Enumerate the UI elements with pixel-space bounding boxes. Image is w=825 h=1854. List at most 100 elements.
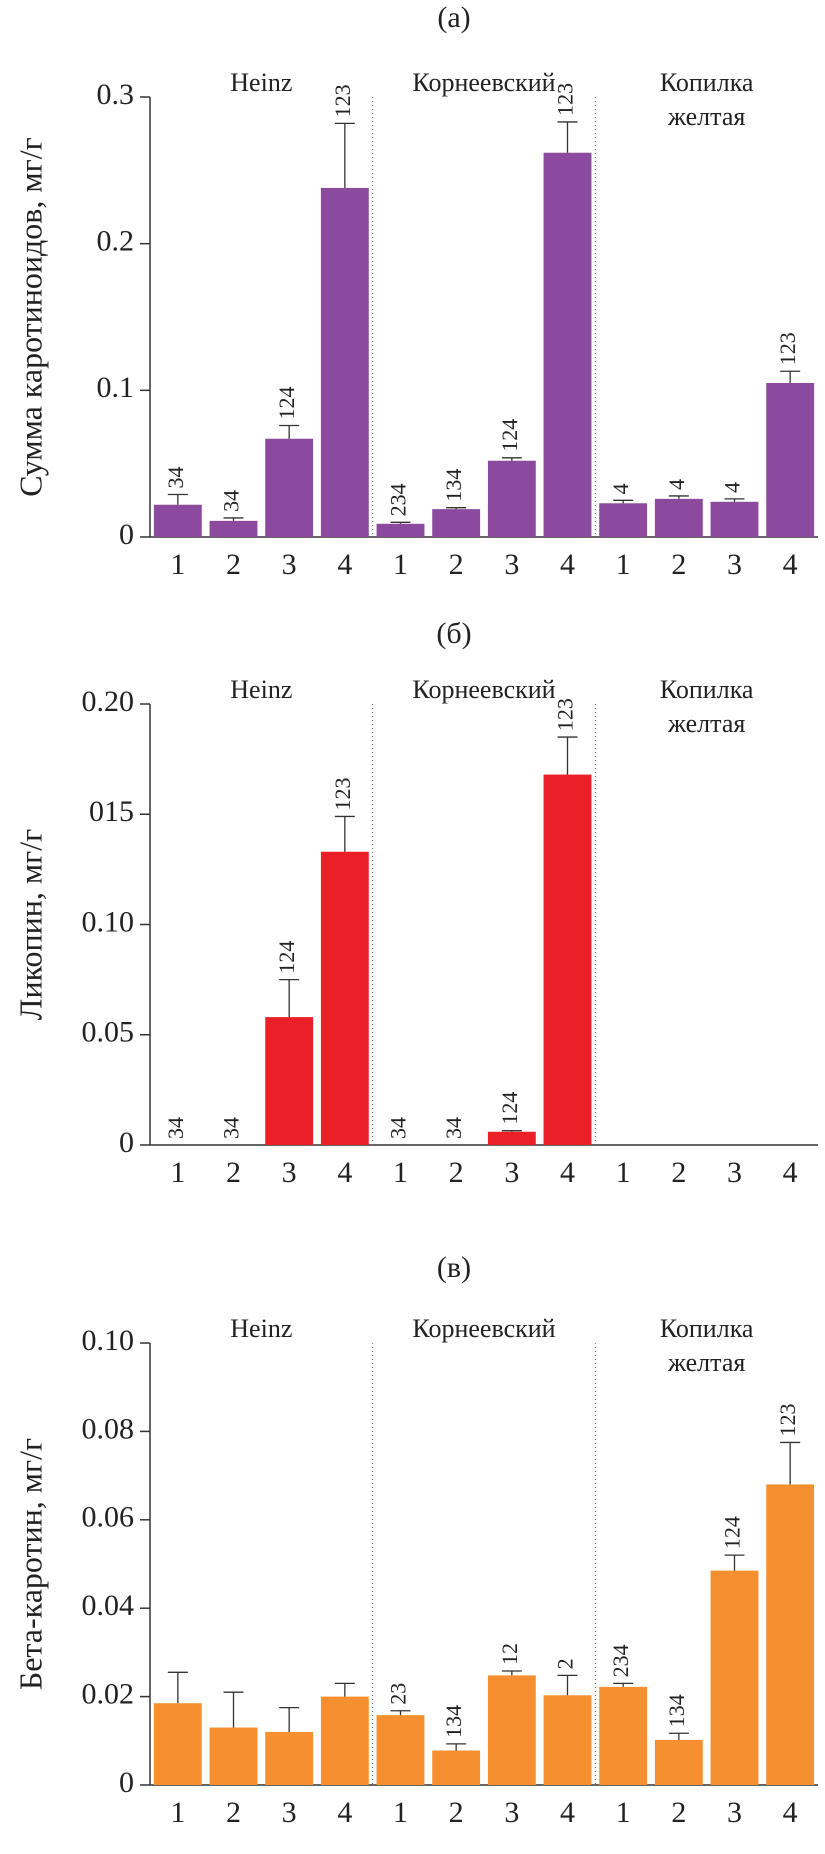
- x-tick-label: 4: [560, 548, 575, 581]
- x-tick-label: 3: [282, 548, 297, 581]
- group-label: Heinz: [230, 675, 292, 704]
- x-tick-label: 2: [671, 1156, 686, 1189]
- group-label: Копилка: [660, 68, 754, 97]
- significance-label: 2: [553, 1658, 578, 1669]
- y-tick-label: 0: [119, 1766, 134, 1799]
- significance-label: 34: [163, 1117, 188, 1139]
- bar: [766, 1484, 815, 1785]
- bar: [487, 1675, 536, 1785]
- x-tick-label: 1: [616, 548, 631, 581]
- group-label: Heinz: [230, 1314, 292, 1343]
- significance-label: 124: [497, 419, 522, 452]
- x-tick-label: 4: [560, 1156, 575, 1189]
- bar: [320, 851, 369, 1145]
- x-tick-label: 1: [393, 1156, 408, 1189]
- bar: [766, 383, 815, 537]
- significance-label: 4: [720, 482, 745, 493]
- bar: [599, 503, 648, 537]
- panel-title: (б): [436, 617, 471, 650]
- x-tick-label: 3: [282, 1796, 297, 1829]
- panel-title: (в): [437, 1251, 471, 1284]
- bar: [376, 1715, 425, 1785]
- significance-label: 134: [441, 1705, 466, 1738]
- x-tick-label: 2: [449, 1796, 464, 1829]
- y-tick-label: 0.2: [97, 225, 135, 258]
- significance-label: 134: [441, 469, 466, 502]
- bar: [543, 152, 592, 537]
- significance-label: 234: [608, 1644, 633, 1677]
- x-tick-label: 4: [337, 1156, 352, 1189]
- significance-label: 123: [775, 332, 800, 365]
- bar: [654, 498, 703, 537]
- y-axis-label: Бета-каротин, мг/г: [12, 1438, 48, 1690]
- x-tick-label: 4: [783, 548, 798, 581]
- bar: [265, 1017, 314, 1145]
- y-tick-label: 0.05: [82, 1016, 135, 1049]
- x-tick-label: 1: [616, 1796, 631, 1829]
- group-label: Корнеевский: [412, 68, 555, 97]
- x-tick-label: 1: [170, 1156, 185, 1189]
- bar: [432, 509, 481, 537]
- y-axis-label: Ликопин, мг/г: [12, 829, 48, 1021]
- group-label: Heinz: [230, 68, 292, 97]
- bar: [209, 520, 258, 537]
- x-tick-label: 3: [504, 1156, 519, 1189]
- bar: [599, 1686, 648, 1785]
- significance-label: 124: [497, 1092, 522, 1125]
- x-tick-label: 4: [337, 1796, 352, 1829]
- significance-label: 124: [274, 387, 299, 420]
- bar: [543, 774, 592, 1145]
- bar: [487, 460, 536, 537]
- y-tick-label: 0.20: [82, 685, 135, 718]
- x-tick-label: 3: [504, 548, 519, 581]
- significance-label: 12: [497, 1643, 522, 1665]
- bar: [432, 1750, 481, 1785]
- y-tick-label: 0.06: [82, 1501, 135, 1534]
- significance-label: 4: [664, 479, 689, 490]
- x-tick-label: 3: [727, 548, 742, 581]
- y-tick-label: 0.10: [82, 905, 135, 938]
- bar: [153, 1703, 202, 1785]
- significance-label: 234: [386, 483, 411, 516]
- y-tick-label: 0.1: [97, 371, 135, 404]
- y-tick-label: 0.08: [82, 1412, 135, 1445]
- x-tick-label: 4: [337, 548, 352, 581]
- significance-label: 34: [386, 1117, 411, 1139]
- significance-label: 34: [219, 490, 244, 512]
- significance-label: 134: [664, 1694, 689, 1727]
- x-tick-label: 4: [560, 1796, 575, 1829]
- x-tick-label: 1: [393, 1796, 408, 1829]
- bar: [543, 1695, 592, 1785]
- group-label: Корнеевский: [412, 1314, 555, 1343]
- y-tick-label: 0: [119, 518, 134, 551]
- significance-label: 124: [274, 941, 299, 974]
- group-label: Копилка: [660, 1314, 754, 1343]
- group-label: желтая: [667, 1348, 745, 1377]
- significance-label: 23: [386, 1683, 411, 1705]
- x-tick-label: 2: [226, 1796, 241, 1829]
- x-tick-label: 3: [282, 1156, 297, 1189]
- y-tick-label: 0.04: [82, 1589, 135, 1622]
- significance-label: 34: [163, 466, 188, 488]
- x-tick-label: 1: [393, 548, 408, 581]
- significance-label: 123: [330, 84, 355, 117]
- bar: [710, 501, 759, 537]
- significance-label: 123: [775, 1403, 800, 1436]
- significance-label: 34: [219, 1117, 244, 1139]
- group-label: желтая: [667, 709, 745, 738]
- y-tick-label: 0.02: [82, 1677, 135, 1710]
- x-tick-label: 2: [449, 1156, 464, 1189]
- y-tick-label: 015: [89, 795, 134, 828]
- bar: [654, 1739, 703, 1785]
- x-tick-label: 2: [671, 1796, 686, 1829]
- bar: [265, 1731, 314, 1785]
- x-tick-label: 2: [449, 548, 464, 581]
- y-tick-label: 0.10: [82, 1324, 135, 1357]
- y-tick-label: 0.3: [97, 78, 135, 111]
- panel-title: (а): [437, 1, 470, 34]
- group-label: Корнеевский: [412, 675, 555, 704]
- significance-label: 123: [553, 698, 578, 731]
- significance-label: 124: [720, 1516, 745, 1549]
- bar: [265, 438, 314, 537]
